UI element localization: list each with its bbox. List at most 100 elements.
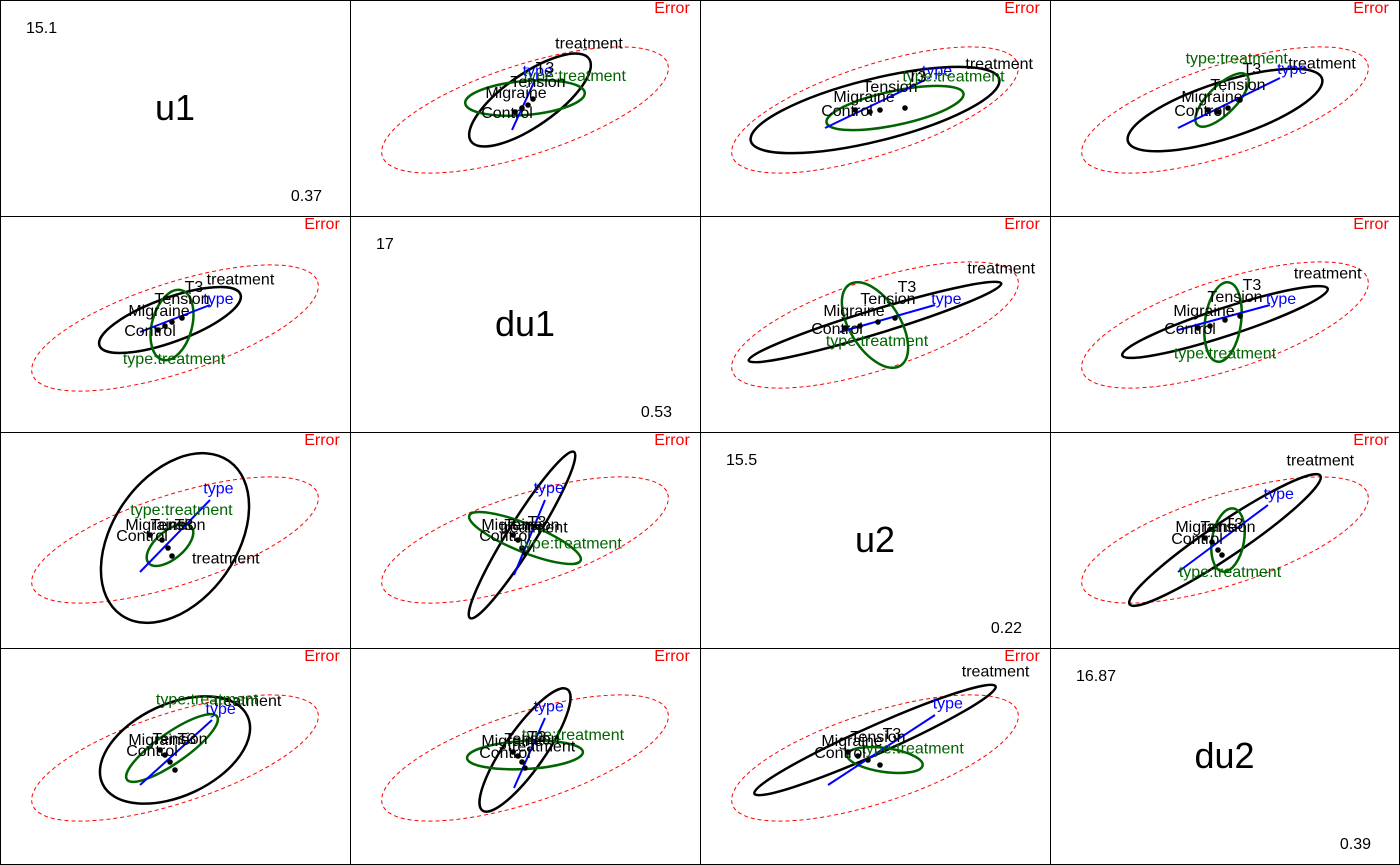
type-label: type [1266, 291, 1296, 308]
group-label: Migraine [128, 732, 189, 749]
interaction-ellipse [1203, 281, 1243, 363]
treatment-label: treatment [1288, 55, 1356, 72]
panel-2-0: Error treatment type type:treatment ControlM… [31, 432, 340, 625]
panel-1-3: Error treatment type type:treatment ControlM… [1081, 216, 1389, 389]
group-mean-point [522, 765, 528, 771]
type-line [511, 79, 536, 131]
treatment-label: treatment [192, 551, 260, 568]
group-mean-point [147, 532, 153, 538]
group-label: Tension [504, 731, 559, 748]
group-label: Migraine [833, 89, 894, 106]
treatment-ellipse [1127, 472, 1323, 608]
group-mean-point [1205, 107, 1211, 113]
error-label: Error [1004, 216, 1040, 233]
group-mean-point [857, 323, 863, 329]
treatment-label: treatment [214, 693, 282, 710]
type-line [139, 304, 211, 333]
type-label: type [523, 63, 553, 80]
error-label: Error [304, 648, 340, 665]
type-label: type [534, 699, 564, 716]
variable-max-label: 17 [376, 236, 394, 253]
interaction-ellipse [840, 280, 910, 370]
group-label: T3 [908, 69, 927, 86]
error-ellipse [31, 476, 319, 604]
group-label: Migraine [128, 303, 189, 320]
group-label: Control [116, 528, 168, 545]
interaction-ellipse [1194, 72, 1250, 128]
group-label: Control [481, 105, 533, 122]
group-mean-point [157, 747, 163, 753]
treatment-ellipse [1126, 67, 1324, 153]
error-label: Error [304, 216, 340, 233]
group-label: Migraine [481, 733, 542, 750]
group-label: Control [821, 103, 873, 120]
type-label: type [203, 291, 233, 308]
group-mean-point [877, 762, 883, 768]
panel-frame [700, 0, 1051, 217]
group-mean-point [167, 759, 173, 765]
group-label: T3 [178, 731, 197, 748]
group-mean-point [172, 767, 178, 773]
group-mean-point [877, 107, 883, 113]
group-label: Control [479, 745, 531, 762]
treatment-ellipse [98, 695, 252, 805]
treatment-label: treatment [500, 519, 568, 536]
treatment-ellipse [747, 280, 1003, 364]
group-mean-point [845, 749, 851, 755]
group-mean-point [169, 553, 175, 559]
error-label: Error [1353, 216, 1389, 233]
type-line [824, 79, 926, 129]
type-line [513, 499, 546, 576]
type-line [839, 304, 936, 333]
group-label: Control [1174, 103, 1226, 120]
group-mean-point [162, 323, 168, 329]
group-label: Migraine [485, 85, 546, 102]
group-mean-point [842, 325, 848, 331]
group-mean-point [519, 105, 525, 111]
error-ellipse [1081, 476, 1369, 604]
group-label: Tension [1207, 289, 1262, 306]
error-label: Error [1004, 0, 1040, 17]
group-label: Tension [862, 79, 917, 96]
interaction-label: type:treatment [522, 727, 625, 744]
interaction-label: type:treatment [524, 68, 627, 85]
group-mean-point [165, 545, 171, 551]
variable-min-label: 0.37 [291, 188, 322, 205]
interaction-ellipse [467, 510, 583, 566]
treatment-label: treatment [1287, 453, 1355, 470]
treatment-ellipse [467, 450, 577, 620]
group-mean-point [1222, 317, 1228, 323]
type-label: type [206, 701, 236, 718]
treatment-label: treatment [207, 271, 275, 288]
type-line [1177, 77, 1281, 129]
group-label: T3 [528, 514, 547, 531]
type-label: type [1264, 486, 1294, 503]
group-mean-point [159, 537, 165, 543]
group-label: Tension [154, 291, 209, 308]
interaction-ellipse [463, 79, 587, 117]
group-label: Migraine [821, 733, 882, 750]
variable-label: du2 [1194, 735, 1254, 776]
error-label: Error [1353, 0, 1389, 17]
type-label: type [203, 480, 233, 497]
panel-3-1: Error treatment type type:treatmentControlM… [381, 648, 690, 822]
interaction-ellipse [124, 712, 220, 784]
interaction-ellipse [825, 84, 965, 132]
type-line [1177, 504, 1269, 573]
error-label: Error [654, 648, 690, 665]
error-ellipse [1081, 261, 1369, 389]
group-label: T3 [185, 279, 204, 296]
error-label: Error [304, 432, 340, 449]
group-mean-point [1225, 105, 1231, 111]
type-line [139, 719, 213, 786]
group-label: Tension [860, 291, 915, 308]
variable-label: u1 [155, 87, 195, 128]
group-label: Tension [150, 517, 205, 534]
type-label: type [1277, 61, 1307, 78]
group-mean-point [1202, 535, 1208, 541]
group-label: Tension [1210, 77, 1265, 94]
error-ellipse [31, 694, 319, 822]
group-mean-point [512, 109, 518, 115]
